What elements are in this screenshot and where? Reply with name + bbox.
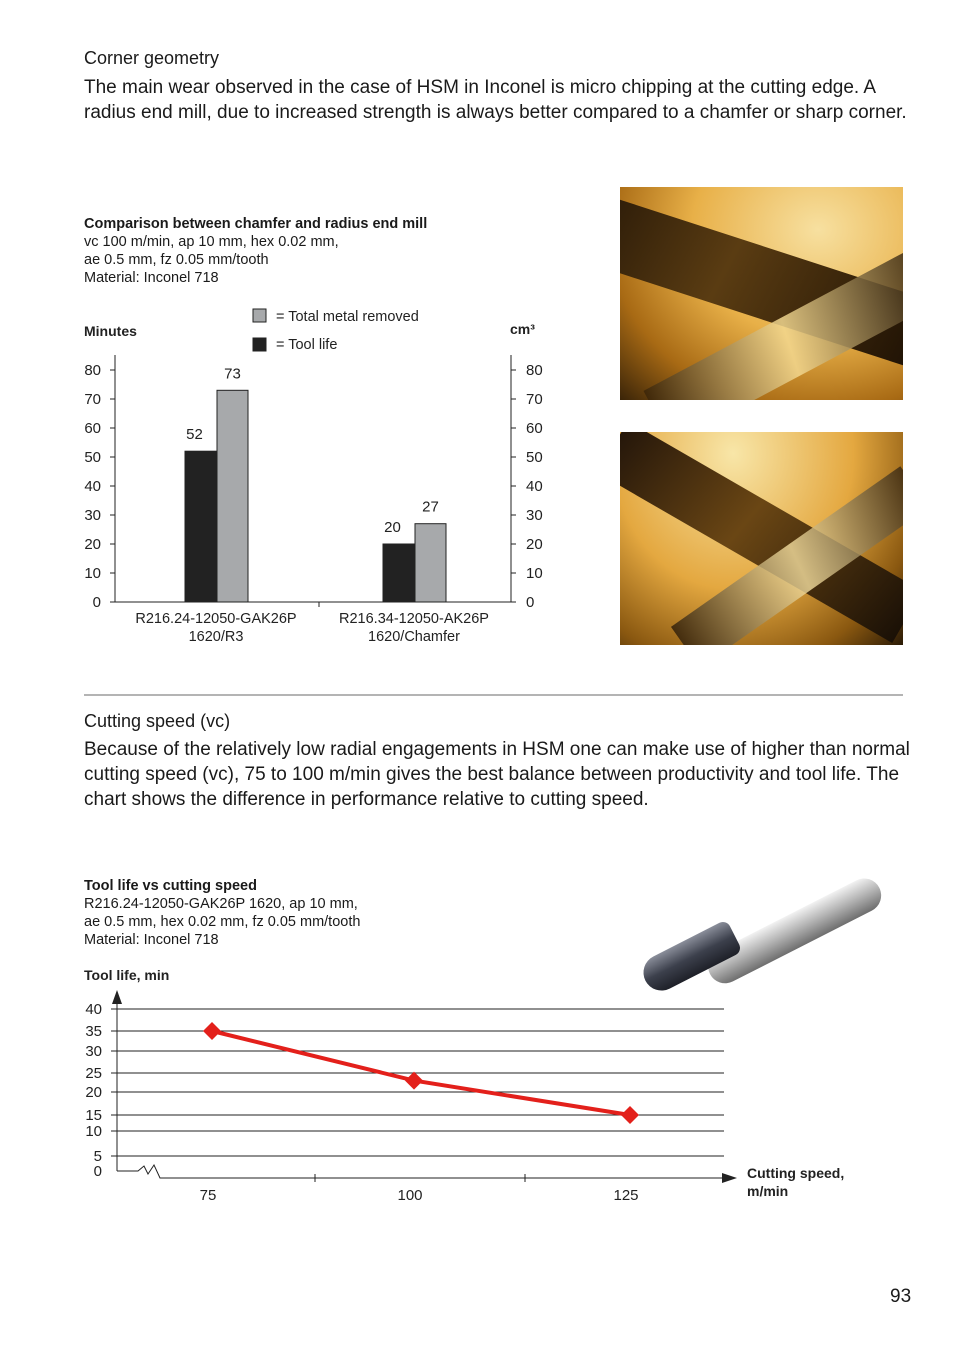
y-tick-label-left: 70 — [84, 391, 101, 408]
y-tick-label-left: 0 — [93, 594, 101, 611]
photo-radius-end-mill — [620, 187, 903, 400]
y-tick-label: 10 — [85, 1123, 102, 1140]
y-tick-label-right: 0 — [526, 594, 534, 611]
y-tick-label-right: 50 — [526, 449, 543, 466]
data-point-marker — [621, 1106, 639, 1124]
bar-value-label: 73 — [224, 365, 241, 382]
chart2-title: Tool life vs cutting speed — [84, 878, 257, 894]
chart1-title: Comparison between chamfer and radius en… — [84, 216, 428, 232]
x-tick-label: 75 — [200, 1187, 217, 1204]
y-tick-label-right: 40 — [526, 478, 543, 495]
photo-chamfer-end-mill — [620, 432, 903, 645]
section-divider — [84, 694, 903, 696]
y-tick-label-right: 60 — [526, 420, 543, 437]
chart1-params-1: vc 100 m/min, ap 10 mm, hex 0.02 mm, — [84, 234, 339, 250]
y-tick-label-right: 30 — [526, 507, 543, 524]
x-axis-label-line2: m/min — [747, 1183, 788, 1199]
y-tick-label: 40 — [85, 1001, 102, 1018]
x-tick-label: 100 — [397, 1187, 422, 1204]
y-tick-label: 35 — [85, 1023, 102, 1040]
chart2-params-1: R216.24-12050-GAK26P 1620, ap 10 mm, — [84, 896, 358, 912]
bar-value-label: 52 — [186, 426, 203, 443]
chart2-material: Material: Inconel 718 — [84, 932, 219, 948]
y-tick-label-left: 10 — [84, 565, 101, 582]
legend-swatch-tool-life — [252, 337, 267, 352]
x-tick-label: 125 — [613, 1187, 638, 1204]
y-axis-label: Tool life, min — [84, 967, 169, 983]
y-tick-label: 25 — [85, 1065, 102, 1082]
y-tick-label-left: 80 — [84, 362, 101, 379]
y-tick-label-left: 20 — [84, 536, 101, 553]
legend-label-tool-life: = Tool life — [276, 337, 337, 353]
bar-tool-life — [382, 543, 415, 603]
bar-total-metal-removed — [414, 523, 447, 603]
y-tick-label: 20 — [85, 1084, 102, 1101]
bar-value-label: 27 — [422, 499, 439, 516]
chart2-caption: Tool life vs cutting speed R216.24-12050… — [84, 877, 360, 949]
data-point-marker — [405, 1071, 423, 1090]
y-tick-label: 15 — [85, 1107, 102, 1124]
y-tick-label-right: 80 — [526, 362, 543, 379]
x-axis — [117, 1163, 724, 1179]
y-axis-label-left: Minutes — [84, 323, 137, 339]
y-tick-label: 5 — [94, 1148, 102, 1165]
category-label: 1620/Chamfer — [368, 629, 460, 645]
y-tick-label-right: 70 — [526, 391, 543, 408]
bar-tool-life — [184, 450, 217, 603]
y-tick-label: 30 — [85, 1043, 102, 1060]
section-paragraph: Because of the relatively low radial eng… — [84, 739, 910, 810]
bar-chart: 0 0 10 10 20 20 30 30 40 40 50 50 60 60 70 70 80 80 Minute… — [84, 308, 543, 645]
chart1-caption: Comparison between chamfer and radius en… — [84, 215, 427, 287]
bar-value-label: 20 — [384, 519, 401, 536]
y-axis-label-right: cm³ — [510, 321, 535, 337]
section-heading-corner-geometry: Corner geometry — [84, 48, 220, 68]
legend-swatch-total-metal — [252, 308, 267, 323]
data-point-marker — [203, 1022, 221, 1040]
x-axis-label-line1: Cutting speed, — [747, 1165, 844, 1181]
bar-total-metal-removed — [216, 389, 249, 603]
y-tick-label-left: 60 — [84, 420, 101, 437]
chart1-material: Material: Inconel 718 — [84, 270, 219, 286]
category-label: 1620/R3 — [189, 629, 244, 645]
category-label: R216.34-12050-AK26P — [339, 611, 489, 627]
y-tick-label-left: 40 — [84, 478, 101, 495]
y-tick-label-right: 10 — [526, 565, 543, 582]
x-axis-arrow-icon — [722, 1173, 737, 1183]
chart2-params-2: ae 0.5 mm, hex 0.02 mm, fz 0.05 mm/tooth — [84, 914, 361, 930]
y-tick-label-left: 50 — [84, 449, 101, 466]
chart1-params-2: ae 0.5 mm, fz 0.05 mm/tooth — [84, 252, 269, 268]
page-number: 93 — [890, 1286, 912, 1307]
section-heading-cutting-speed: Cutting speed (vc) — [84, 711, 231, 731]
section-paragraph: The main wear observed in the case of HS… — [84, 77, 907, 123]
y-tick-label-right: 20 — [526, 536, 543, 553]
legend-label-total-metal: = Total metal removed — [276, 309, 419, 325]
y-tick-label-left: 30 — [84, 507, 101, 524]
y-axis-arrow-icon — [112, 990, 122, 1004]
y-tick-label: 0 — [94, 1163, 102, 1180]
category-label: R216.24-12050-GAK26P — [135, 611, 296, 627]
